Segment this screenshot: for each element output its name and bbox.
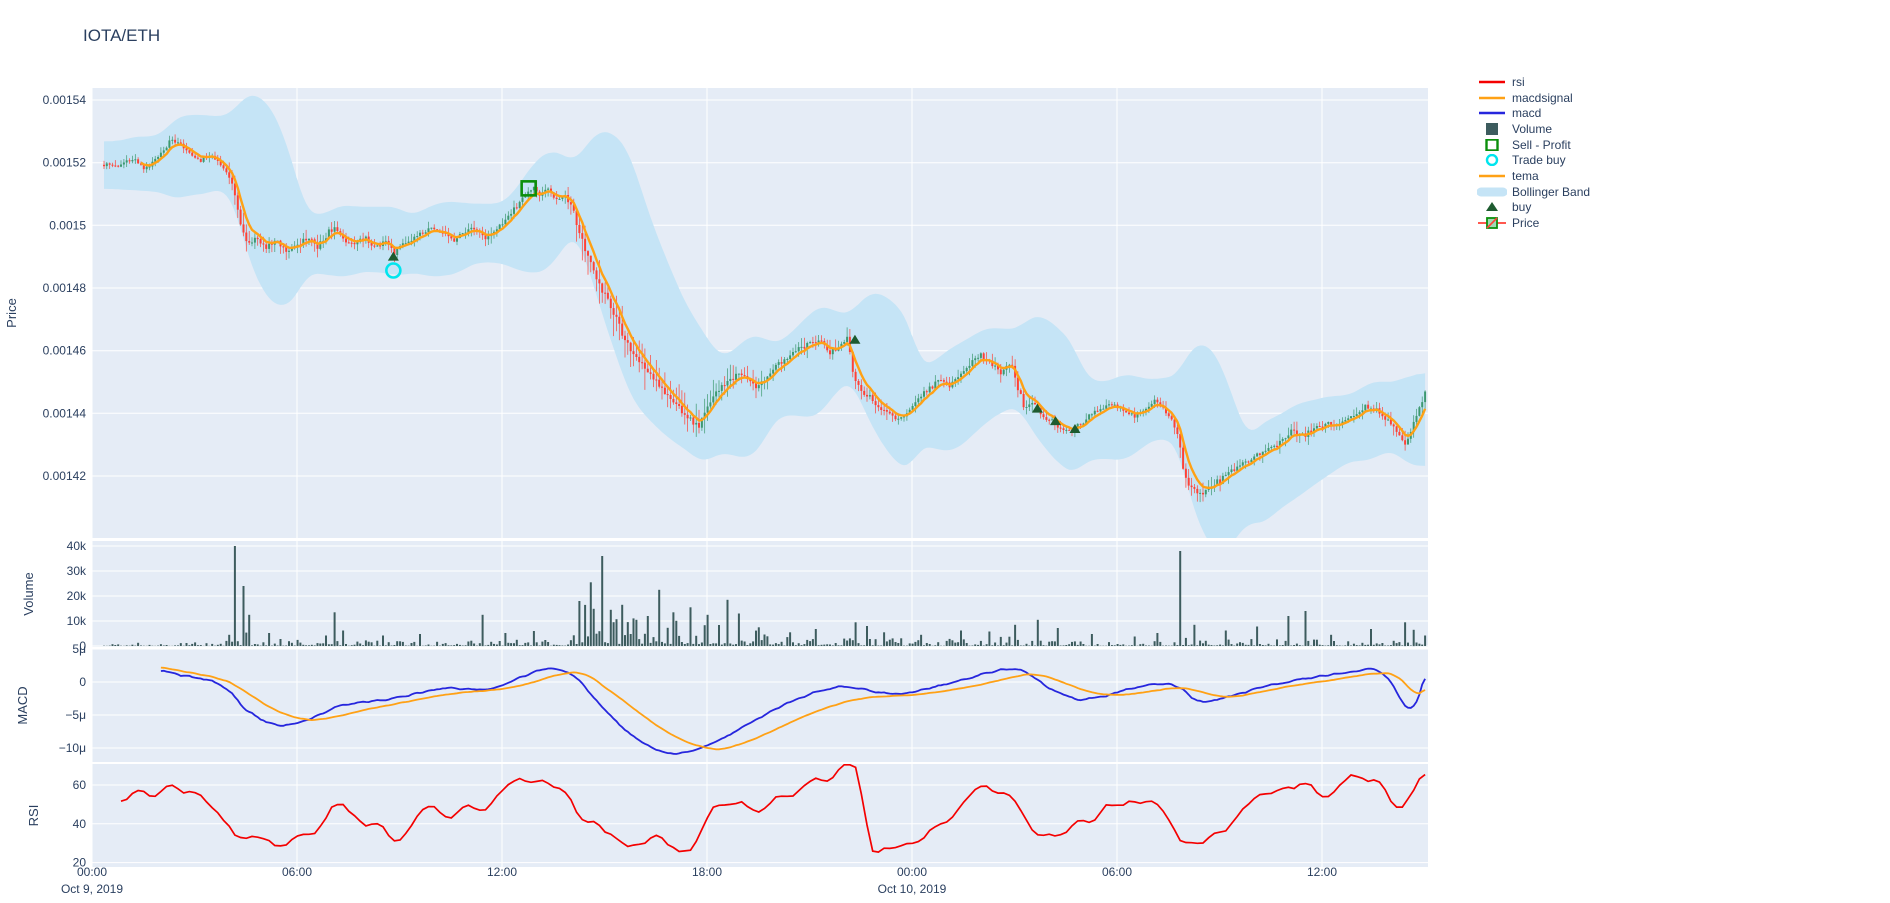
x-date-label: Oct 9, 2019 xyxy=(61,882,123,896)
x-date-label: Oct 10, 2019 xyxy=(878,882,947,896)
legend-swatch-triangle-icon xyxy=(1486,202,1498,212)
x-tick-label: 06:00 xyxy=(282,865,312,879)
legend-swatch-line-icon xyxy=(1479,96,1505,99)
legend-swatch-open-circle-icon xyxy=(1485,154,1499,167)
legend-item-buy[interactable]: buy xyxy=(1477,200,1590,216)
volume-tick-label: 20k xyxy=(67,589,87,603)
legend-swatch-candle-icon xyxy=(1478,217,1506,229)
legend-label: tema xyxy=(1512,168,1539,183)
price-tick-label: 0.0015 xyxy=(49,218,86,232)
bollinger-band xyxy=(104,95,1426,538)
price-tick-label: 0.00142 xyxy=(43,469,87,483)
x-tick-label: 06:00 xyxy=(1102,865,1132,879)
legend-item-price[interactable]: Price xyxy=(1477,215,1590,231)
legend-label: Sell - Profit xyxy=(1512,137,1571,152)
buy-marker xyxy=(387,251,399,261)
macd-panel[interactable] xyxy=(160,666,1426,755)
legend: rsi macdsignal macd Volume Sell - Profit Trad… xyxy=(1477,74,1590,231)
legend-item-sell-profit[interactable]: Sell - Profit xyxy=(1477,137,1590,153)
price-tick-label: 0.00148 xyxy=(43,281,87,295)
legend-swatch-line-icon xyxy=(1479,174,1505,178)
price-tick-label: 0.00144 xyxy=(43,406,87,420)
legend-label: Trade buy xyxy=(1512,153,1566,168)
buy-marker xyxy=(849,334,861,344)
x-tick-label: 18:00 xyxy=(692,865,722,879)
legend-label: Price xyxy=(1512,216,1540,231)
rsi-tick-label: 60 xyxy=(73,778,87,792)
legend-label: buy xyxy=(1512,200,1532,215)
legend-item-trade-buy[interactable]: Trade buy xyxy=(1477,152,1590,168)
legend-item-rsi[interactable]: rsi xyxy=(1477,74,1590,90)
macd-axis-title: MACD xyxy=(15,686,30,724)
tema-line xyxy=(140,143,1427,490)
volume-tick-label: 30k xyxy=(67,564,87,578)
price-tick-label: 0.00154 xyxy=(43,93,87,107)
volume-axis-title: Volume xyxy=(21,572,36,615)
macd-tick-label: 0 xyxy=(79,675,86,689)
legend-item-volume[interactable]: Volume xyxy=(1477,121,1590,137)
page-title: IOTA/ETH xyxy=(83,26,161,45)
x-tick-label: 00:00 xyxy=(77,865,107,879)
macd-line xyxy=(160,667,1426,755)
gridlines xyxy=(91,88,1428,867)
macd-panel-bg[interactable] xyxy=(92,649,1428,762)
legend-swatch-open-square-icon xyxy=(1485,138,1499,151)
legend-label: macdsignal xyxy=(1512,90,1573,105)
trade-markers xyxy=(385,180,1081,434)
price-tick-label: 0.00152 xyxy=(43,156,87,170)
legend-swatch-band-icon xyxy=(1477,187,1507,197)
rsi-line xyxy=(120,764,1426,853)
macd-tick-label: −10μ xyxy=(59,741,86,755)
x-tick-label: 12:00 xyxy=(487,865,517,879)
volume-tick-label: 40k xyxy=(67,539,87,553)
legend-swatch-line-icon xyxy=(1479,80,1505,84)
volume-panel[interactable] xyxy=(103,546,1427,647)
legend-label: macd xyxy=(1512,106,1542,121)
legend-label: rsi xyxy=(1512,74,1525,89)
x-tick-label: 12:00 xyxy=(1307,865,1337,879)
legend-swatch-line-icon xyxy=(1479,111,1505,115)
price-axis-title: Price xyxy=(4,298,19,328)
rsi-panel-bg[interactable] xyxy=(92,764,1428,867)
axis-labels: 0.00154 0.00152 0.0015 0.00148 0.00146 0.0014… xyxy=(4,93,1337,896)
legend-swatch-square-icon xyxy=(1486,122,1498,135)
rsi-axis-title: RSI xyxy=(26,805,41,827)
sell-profit-marker xyxy=(520,180,537,197)
trade-buy-marker xyxy=(385,262,402,279)
x-tick-label: 00:00 xyxy=(897,865,927,879)
volume-tick-label: 0 xyxy=(79,639,86,653)
rsi-panel[interactable] xyxy=(120,764,1426,853)
volume-tick-label: 10k xyxy=(67,614,87,628)
legend-item-tema[interactable]: tema xyxy=(1477,168,1590,184)
macdsignal-line xyxy=(160,666,1426,751)
price-tick-label: 0.00146 xyxy=(43,344,87,358)
buy-marker xyxy=(1031,403,1043,413)
macd-tick-label: 5μ xyxy=(72,642,86,656)
legend-item-bollinger-band[interactable]: Bollinger Band xyxy=(1477,184,1590,200)
rsi-tick-label: 20 xyxy=(73,856,87,870)
legend-label: Bollinger Band xyxy=(1512,184,1591,199)
rsi-tick-label: 40 xyxy=(73,817,87,831)
legend-item-macd[interactable]: macd xyxy=(1477,105,1590,121)
legend-item-macdsignal[interactable]: macdsignal xyxy=(1477,90,1590,106)
macd-tick-label: −5μ xyxy=(65,708,86,722)
buy-marker xyxy=(1069,424,1081,434)
legend-label: Volume xyxy=(1512,121,1553,136)
volume-panel-bg[interactable] xyxy=(92,541,1428,647)
price-panel[interactable] xyxy=(103,95,1427,550)
buy-marker xyxy=(1050,416,1061,426)
